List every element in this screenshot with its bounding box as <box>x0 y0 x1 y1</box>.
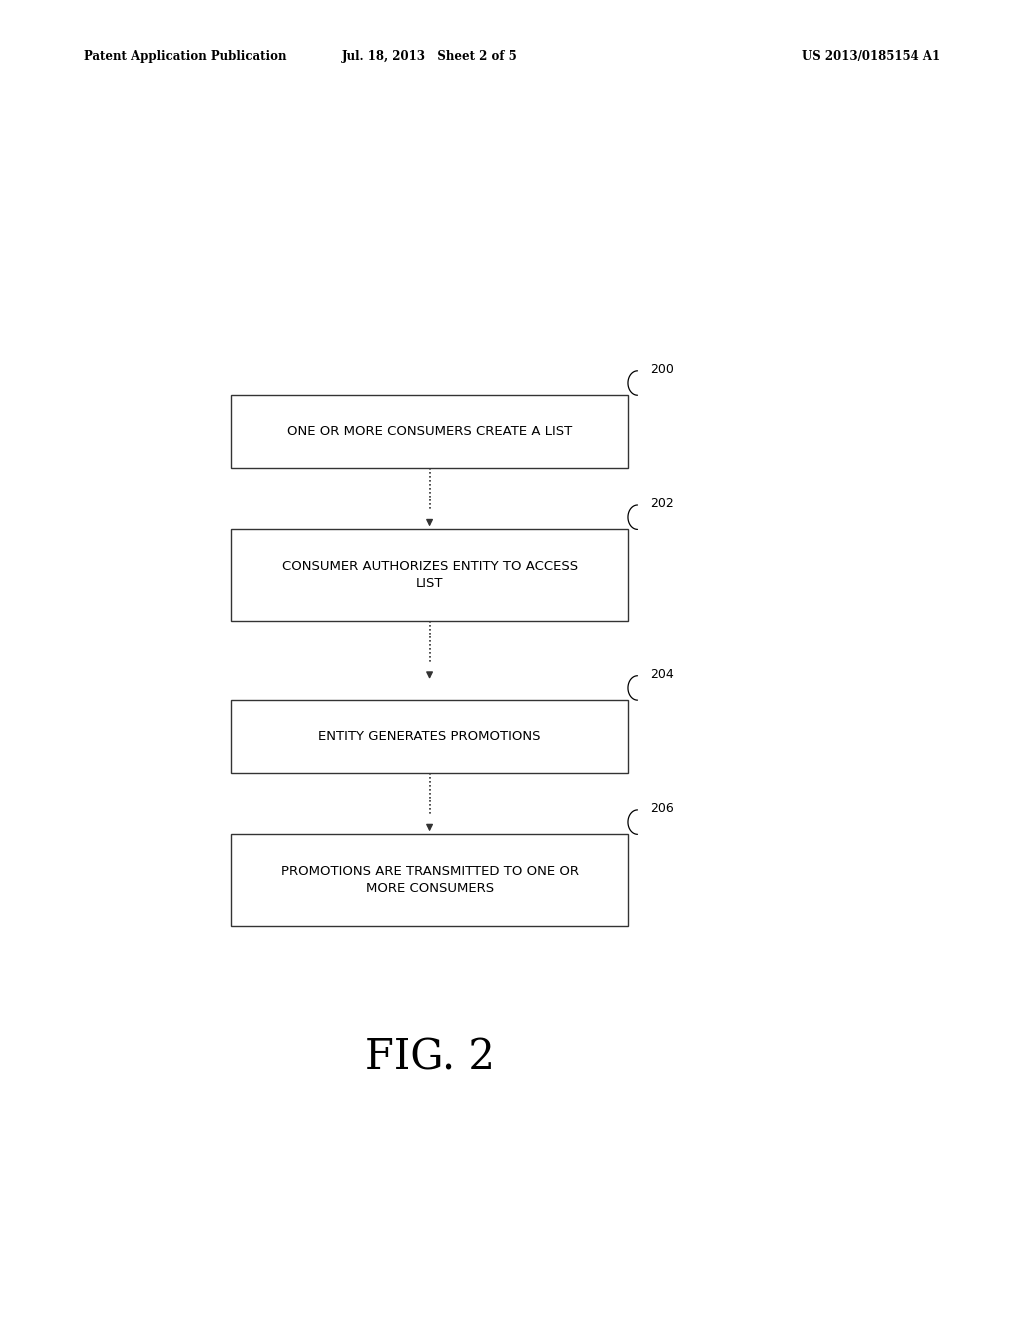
Text: 206: 206 <box>650 803 674 816</box>
Text: ENTITY GENERATES PROMOTIONS: ENTITY GENERATES PROMOTIONS <box>318 730 541 743</box>
Text: PROMOTIONS ARE TRANSMITTED TO ONE OR
MORE CONSUMERS: PROMOTIONS ARE TRANSMITTED TO ONE OR MOR… <box>281 865 579 895</box>
Bar <box>231 395 628 469</box>
Bar <box>231 700 628 774</box>
Text: Jul. 18, 2013   Sheet 2 of 5: Jul. 18, 2013 Sheet 2 of 5 <box>342 50 518 63</box>
Bar <box>231 834 628 925</box>
Bar <box>231 529 628 620</box>
Text: 200: 200 <box>650 363 674 376</box>
Text: 204: 204 <box>650 668 674 681</box>
Text: Patent Application Publication: Patent Application Publication <box>84 50 287 63</box>
Text: ONE OR MORE CONSUMERS CREATE A LIST: ONE OR MORE CONSUMERS CREATE A LIST <box>287 425 572 438</box>
Text: CONSUMER AUTHORIZES ENTITY TO ACCESS
LIST: CONSUMER AUTHORIZES ENTITY TO ACCESS LIS… <box>282 560 578 590</box>
Text: FIG. 2: FIG. 2 <box>365 1038 495 1078</box>
Text: US 2013/0185154 A1: US 2013/0185154 A1 <box>802 50 940 63</box>
Text: 202: 202 <box>650 498 674 511</box>
